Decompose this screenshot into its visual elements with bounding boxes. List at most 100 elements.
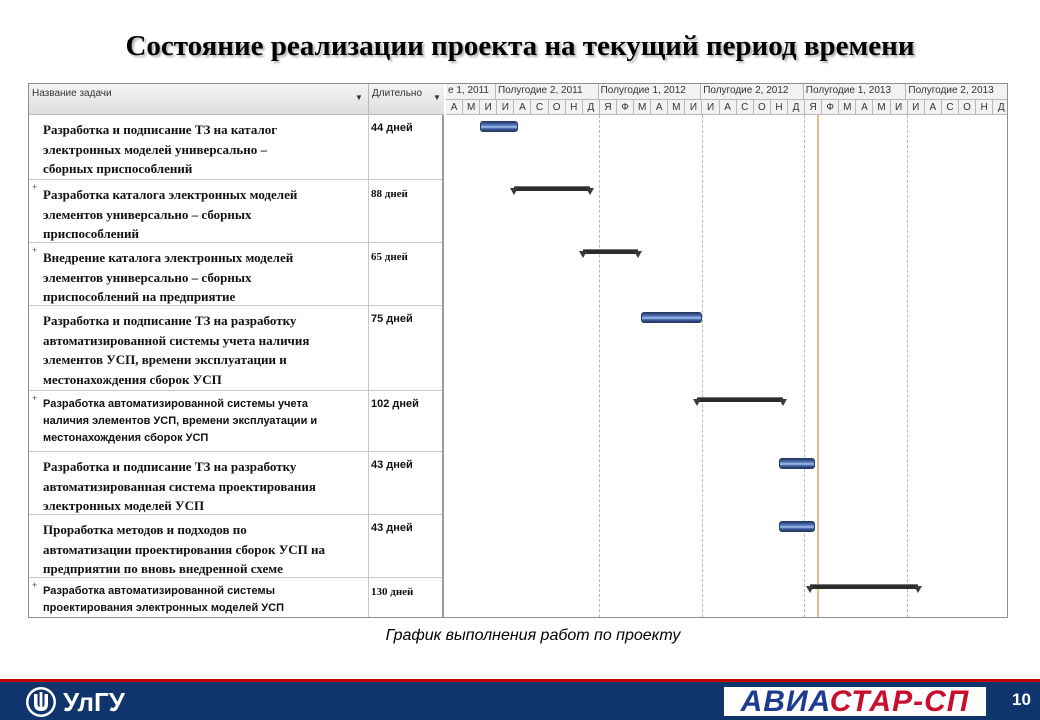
brand-part-1: АВИА (740, 685, 830, 718)
timeline-gridline (599, 115, 601, 617)
timeline-month-label: М (634, 100, 652, 115)
task-bar[interactable] (779, 458, 816, 469)
timeline-month-label: И (908, 100, 925, 115)
summary-bar[interactable] (510, 186, 594, 196)
timeline-month-label: О (549, 100, 566, 115)
task-duration: 65 дней (371, 251, 408, 263)
timeline-half-label: Полугодие 2, 2013 (906, 84, 1007, 100)
task-name: Разработка автоматизированной системы пр… (29, 578, 369, 617)
chart-caption: График выполнения работ по проекту (385, 627, 681, 644)
timeline-month-label: О (754, 100, 771, 115)
university-logo: УлГУ (25, 686, 125, 718)
expand-icon[interactable]: + (32, 245, 38, 255)
task-table: Название задачи ▼ Длительно ▼ Разработка… (29, 84, 444, 617)
column-header-duration-label: Длительно (372, 88, 423, 99)
timeline-month-label: М (668, 100, 686, 115)
task-row[interactable]: Разработка каталога электронных моделей … (29, 180, 442, 243)
timeline-half-label: Полугодие 2, 2012 (701, 84, 804, 100)
timeline-halves: е 1, 2011 Полугодие 2, 2011 Полугодие 1, 2… (446, 84, 1007, 100)
column-header-duration[interactable]: Длительно ▼ (369, 84, 444, 115)
timeline-month-label: И (685, 100, 703, 115)
summary-bar[interactable] (693, 397, 787, 407)
task-bar[interactable] (480, 121, 518, 132)
summary-start-marker (578, 251, 587, 258)
timeline-month-label: И (703, 100, 720, 115)
summary-bar[interactable] (806, 584, 922, 594)
summary-start-marker (806, 586, 815, 593)
task-duration: 44 дней (371, 122, 413, 134)
brand-part-2: СТАР-СП (829, 685, 970, 718)
timeline-gridline (906, 115, 908, 617)
expand-icon[interactable]: + (32, 393, 38, 403)
timeline-month-label: М (463, 100, 481, 115)
task-bar[interactable] (779, 521, 816, 532)
timeline-gridline (701, 115, 703, 617)
task-duration: 43 дней (371, 522, 413, 534)
timeline-month-label: И (480, 100, 498, 115)
task-duration: 102 дней (371, 398, 419, 410)
timeline-half-label: е 1, 2011 (446, 84, 496, 100)
university-name: УлГУ (63, 686, 125, 717)
timeline-month-label: Д (788, 100, 806, 115)
task-name: Разработка каталога электронных моделей … (29, 180, 369, 242)
page-number: 10 (1012, 690, 1031, 709)
timeline-half-label: Полугодие 2, 2011 (496, 84, 599, 100)
timeline-month-label: Ф (617, 100, 635, 115)
timeline-month-label: М (839, 100, 857, 115)
company-logo: АВИАСТАР-СП (724, 685, 986, 718)
summary-bar[interactable] (578, 249, 642, 259)
task-name: Разработка и подписание ТЗ на разработку… (29, 452, 369, 514)
timeline-gridline (804, 115, 806, 617)
task-row[interactable]: Разработка и подписание ТЗ на каталог эл… (29, 115, 442, 180)
task-row[interactable]: Разработка и подписание ТЗ на разработку… (29, 306, 442, 391)
task-name: Разработка и подписание ТЗ на разработку… (29, 306, 369, 390)
expand-icon[interactable]: + (32, 580, 38, 590)
timeline-month-label: Н (771, 100, 788, 115)
task-row[interactable]: Разработка автоматизированной системы пр… (29, 578, 442, 617)
timeline-month-label: А (446, 100, 464, 115)
timeline-month-label: А (514, 100, 532, 115)
timeline-half-label: Полугодие 1, 2013 (804, 84, 907, 100)
timeline-month-label: А (720, 100, 737, 115)
dropdown-arrow-icon[interactable]: ▼ (433, 93, 441, 102)
timeline-month-label: Н (976, 100, 994, 115)
task-row[interactable]: Разработка и подписание ТЗ на разработку… (29, 452, 442, 515)
column-header-task-name[interactable]: Название задачи ▼ (29, 84, 369, 115)
task-name: Разработка и подписание ТЗ на каталог эл… (29, 115, 369, 179)
timeline-month-label: Д (583, 100, 600, 115)
task-row[interactable]: Проработка методов и подходов по автомат… (29, 515, 442, 578)
timeline-month-label: С (532, 100, 549, 115)
summary-end-marker (778, 399, 787, 406)
timeline-month-label: А (856, 100, 874, 115)
gantt-chart: Название задачи ▼ Длительно ▼ Разработка… (28, 83, 1008, 618)
task-name: Разработка автоматизированной системы уч… (29, 391, 369, 451)
task-bar[interactable] (640, 312, 703, 323)
timeline-month-label: Д (993, 100, 1007, 115)
dropdown-arrow-icon[interactable]: ▼ (355, 93, 363, 102)
timeline-month-label: А (651, 100, 669, 115)
footer-bar: УлГУ АВИАСТАР-СП 10 (0, 679, 1040, 720)
timeline-month-label: Н (566, 100, 583, 115)
task-name: Проработка методов и подходов по автомат… (29, 515, 369, 577)
task-duration: 88 дней (371, 188, 408, 200)
summary-end-marker (633, 251, 642, 258)
expand-icon[interactable]: + (32, 182, 38, 192)
timeline-month-label: А (925, 100, 942, 115)
task-duration: 130 дней (371, 586, 414, 598)
slide-title: Состояние реализации проекта на текущий … (125, 30, 915, 62)
task-duration: 43 дней (371, 459, 413, 471)
summary-end-marker (913, 586, 922, 593)
timeline-month-label: М (874, 100, 891, 115)
task-name: Внедрение каталога электронных моделей э… (29, 243, 369, 305)
timeline-half-label: Полугодие 1, 2012 (599, 84, 702, 100)
task-row[interactable]: Внедрение каталога электронных моделей э… (29, 243, 442, 306)
current-date-line (817, 115, 819, 617)
timeline-month-label: Ф (822, 100, 840, 115)
summary-start-marker (510, 188, 519, 195)
summary-start-marker (693, 399, 702, 406)
timeline-month-label: И (891, 100, 908, 115)
column-header-task-name-label: Название задачи (32, 88, 112, 99)
timeline-month-label: Я (600, 100, 617, 115)
task-row[interactable]: Разработка автоматизированной системы уч… (29, 391, 442, 452)
timeline-pane: е 1, 2011 Полугодие 2, 2011 Полугодие 1, 2… (446, 84, 1007, 617)
